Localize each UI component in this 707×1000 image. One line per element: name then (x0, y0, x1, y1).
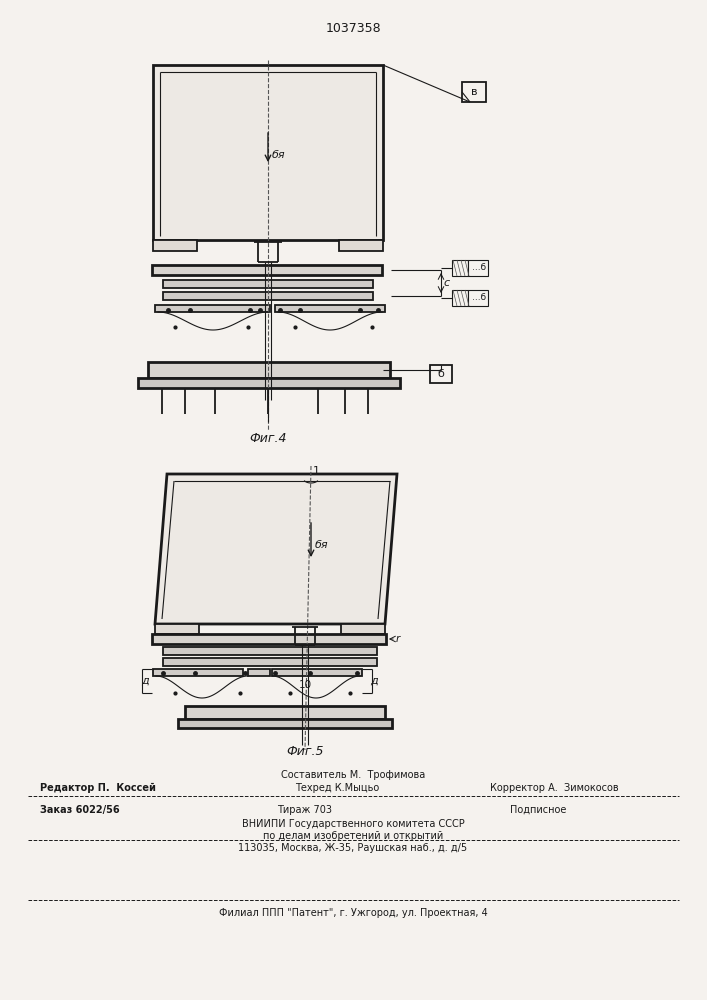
Text: Техред К.Мыцьо: Техред К.Мыцьо (295, 783, 379, 793)
Text: 1: 1 (313, 466, 320, 476)
Bar (272, 669, 362, 676)
Text: Составитель М.  Трофимова: Составитель М. Трофимова (281, 770, 425, 780)
Text: Тираж 703: Тираж 703 (278, 805, 332, 815)
Bar (339, 240, 383, 251)
Bar (163, 292, 373, 300)
Bar (452, 290, 468, 306)
Bar (452, 260, 468, 276)
Text: Редактор П.  Коссей: Редактор П. Коссей (40, 783, 156, 793)
Bar (152, 265, 382, 275)
Text: бя: бя (315, 540, 329, 550)
Bar (163, 280, 373, 288)
Text: с: с (443, 278, 449, 288)
Text: ...б: ...б (472, 263, 486, 272)
Bar (430, 365, 452, 383)
Text: 10: 10 (298, 680, 312, 690)
Bar (163, 647, 377, 655)
Bar (468, 290, 488, 306)
Text: Филиал ППП "Патент", г. Ужгород, ул. Проектная, 4: Филиал ППП "Патент", г. Ужгород, ул. Про… (218, 908, 487, 918)
Text: д: д (141, 676, 149, 686)
Text: Корректор А.  Зимокосов: Корректор А. Зимокосов (490, 783, 619, 793)
Bar (138, 378, 400, 388)
Text: Подписное: Подписное (510, 805, 566, 815)
Text: 1037358: 1037358 (325, 22, 381, 35)
Polygon shape (155, 474, 397, 624)
Bar (341, 624, 385, 634)
Bar (153, 240, 197, 251)
Bar (153, 669, 243, 676)
Bar (155, 624, 199, 634)
Text: по делам изобретений и открытий: по делам изобретений и открытий (263, 831, 443, 841)
Bar (155, 305, 270, 312)
Text: в: в (471, 87, 477, 97)
Bar (152, 634, 386, 644)
Text: ...б: ...б (472, 294, 486, 302)
Text: Фиг.5: Фиг.5 (286, 745, 324, 758)
Text: Фиг.4: Фиг.4 (250, 432, 287, 445)
Bar (148, 362, 390, 378)
Text: r: r (396, 634, 400, 644)
Bar (275, 305, 385, 312)
Text: д: д (370, 676, 378, 686)
Bar (178, 719, 392, 728)
Bar (248, 669, 270, 676)
Bar (153, 65, 383, 240)
Bar (163, 658, 377, 666)
Text: Заказ 6022/56: Заказ 6022/56 (40, 805, 119, 815)
Text: 113035, Москва, Ж-35, Раушская наб., д. д/5: 113035, Москва, Ж-35, Раушская наб., д. … (238, 843, 467, 853)
Text: ВНИИПИ Государственного комитета СССР: ВНИИПИ Государственного комитета СССР (242, 819, 464, 829)
Bar (185, 706, 385, 719)
Bar (468, 260, 488, 276)
Text: бя: бя (272, 150, 286, 160)
Text: б: б (438, 369, 445, 379)
Bar (462, 82, 486, 102)
